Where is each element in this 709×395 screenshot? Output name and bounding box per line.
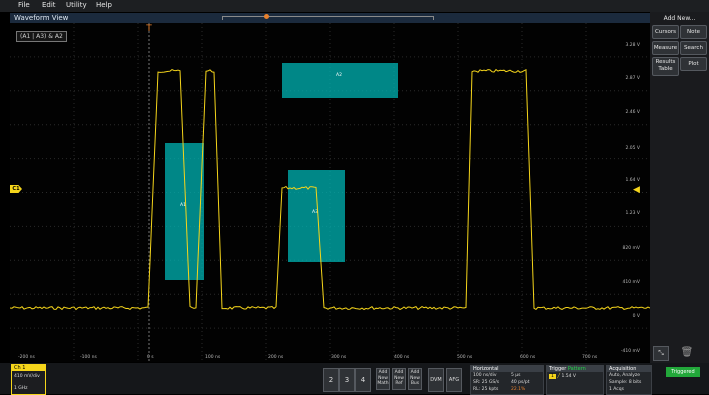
horizontal-record-length: RL: 25 kpts xyxy=(473,387,499,392)
ch1-bandwidth: 1 GHz xyxy=(14,386,28,391)
trigger-level: 1.54 V xyxy=(561,374,576,379)
visual-trigger-area-a3[interactable]: A3 xyxy=(288,170,345,262)
plot-button[interactable]: Plot xyxy=(680,57,707,71)
x-tick-label: 100 ns xyxy=(205,355,221,360)
trigger-head: Trigger Pattern xyxy=(547,366,603,372)
x-tick-label: 400 ns xyxy=(394,355,410,360)
add-label: Add xyxy=(410,370,420,375)
x-tick-label: 200 ns xyxy=(268,355,284,360)
x-tick-label: -100 ns xyxy=(80,355,97,360)
horizontal-badge[interactable]: Horizontal 100 ns/div SR: 25 GS/s RL: 25… xyxy=(470,365,544,395)
cursors-button[interactable]: Cursors xyxy=(652,25,679,39)
add-new-panel: Add New... Cursors Note Measure Search R… xyxy=(650,12,709,363)
y-tick-label: -410 mV xyxy=(620,349,640,354)
trigger-state: Pattern xyxy=(567,366,586,372)
menu-help[interactable]: Help xyxy=(96,1,112,9)
note-button[interactable]: Note xyxy=(680,25,707,39)
acquisition-count: 1 Acqs xyxy=(609,387,624,392)
channel-4-button[interactable]: 4 xyxy=(355,368,371,392)
overview-trigger-marker xyxy=(264,14,269,19)
dvm-button[interactable]: DVM xyxy=(428,368,444,392)
x-tick-label: 500 ns xyxy=(457,355,473,360)
record-overview[interactable] xyxy=(222,16,434,20)
trigger-title: Trigger xyxy=(549,366,567,372)
new-label: New xyxy=(394,375,404,381)
area-label: A2 xyxy=(336,73,342,78)
area-label: A3 xyxy=(312,210,318,215)
x-tick-label: 0 s xyxy=(147,355,154,360)
waveform-view-title: Waveform View xyxy=(14,14,69,22)
afg-button[interactable]: AFG xyxy=(446,368,462,392)
ch1-title: Ch 1 xyxy=(12,365,45,371)
search-button[interactable]: Search xyxy=(680,41,707,55)
y-tick-label: 2.87 V xyxy=(625,76,640,81)
measure-button[interactable]: Measure xyxy=(652,41,679,55)
y-tick-label: 820 mV xyxy=(622,246,640,251)
x-tick-label: -200 ns xyxy=(18,355,35,360)
channel-3-button[interactable]: 3 xyxy=(339,368,355,392)
new-label: New xyxy=(378,375,388,381)
y-tick-label: 0 V xyxy=(632,314,640,319)
menu-bar: File Edit Utility Help xyxy=(0,0,709,12)
add-label: Add xyxy=(394,370,404,375)
horizontal-title: Horizontal xyxy=(471,366,543,372)
add-new-bus-button[interactable]: Add New Bus xyxy=(408,368,422,390)
menu-edit[interactable]: Edit xyxy=(42,1,56,9)
triggered-status[interactable]: Triggered xyxy=(666,367,700,377)
y-tick-label: 410 mV xyxy=(622,280,640,285)
y-tick-label: 1.23 V xyxy=(625,211,640,216)
add-new-ref-button[interactable]: Add New Ref xyxy=(392,368,406,390)
area-label: A1 xyxy=(180,203,186,208)
y-tick-label: 2.46 V xyxy=(625,110,640,115)
trigger-level-row: 1 ╱ 1.54 V xyxy=(549,374,576,379)
trash-icon[interactable]: 🗑 xyxy=(680,347,694,358)
y-tick-label: 2.05 V xyxy=(625,146,640,151)
channel-2-button[interactable]: 2 xyxy=(323,368,339,392)
acquisition-badge[interactable]: Acquisition Auto, Analyze Sample: 8 bits… xyxy=(606,365,652,395)
trigger-badge[interactable]: Trigger Pattern 1 ╱ 1.54 V xyxy=(546,365,604,395)
x-tick-label: 300 ns xyxy=(331,355,347,360)
bus-label: Bus xyxy=(410,381,420,386)
horizontal-scale: 100 ns/div xyxy=(473,373,497,378)
y-tick-label: 1.64 V xyxy=(625,178,640,183)
trigger-position-marker[interactable]: T xyxy=(146,24,152,34)
waveform-display[interactable]: (A1 | A3) & A2 3.28 V 2.87 V 2.46 V 2.05… xyxy=(10,23,650,362)
visual-trigger-label[interactable]: (A1 | A3) & A2 xyxy=(16,31,67,42)
horizontal-resolution: 40 ps/pt xyxy=(511,380,530,385)
waveform-view-titlebar: Waveform View xyxy=(10,13,650,23)
x-tick-label: 600 ns xyxy=(520,355,536,360)
waveform-trace-svg xyxy=(10,68,650,311)
menu-utility[interactable]: Utility xyxy=(66,1,87,9)
acquisition-title: Acquisition xyxy=(607,366,651,372)
add-new-math-button[interactable]: Add New Math xyxy=(376,368,390,390)
horizontal-duration: 5 μs xyxy=(511,373,521,378)
new-label: New xyxy=(410,375,420,381)
math-label: Math xyxy=(377,381,389,386)
horizontal-position: 22.1% xyxy=(511,387,526,392)
x-tick-label: 700 ns xyxy=(582,355,598,360)
visual-trigger-area-a1[interactable]: A1 xyxy=(165,143,204,280)
y-tick-label: 3.28 V xyxy=(625,43,640,48)
ch1-waveform-trace xyxy=(10,68,650,311)
add-new-title: Add New... xyxy=(663,15,696,22)
acquisition-mode: Auto, Analyze xyxy=(609,373,641,378)
add-label: Add xyxy=(378,370,388,375)
channel-1-ground-marker[interactable]: C1 xyxy=(10,185,22,193)
channel-1-badge[interactable]: Ch 1 410 mV/div 1 GHz xyxy=(11,364,46,395)
zoom-icon[interactable]: ⤡ xyxy=(653,346,669,361)
trigger-level-arrow[interactable]: ◀ xyxy=(633,185,640,195)
results-table-button[interactable]: Results Table xyxy=(652,57,679,76)
acquisition-sample: Sample: 8 bits xyxy=(609,380,642,385)
rising-edge-icon: ╱ xyxy=(557,374,561,379)
trigger-source-icon: 1 xyxy=(549,374,556,379)
horizontal-sample-rate: SR: 25 GS/s xyxy=(473,380,500,385)
ref-label: Ref xyxy=(395,381,403,386)
menu-file[interactable]: File xyxy=(18,1,30,9)
visual-trigger-area-a2[interactable]: A2 xyxy=(282,63,398,98)
ch1-scale: 410 mV/div xyxy=(14,374,40,379)
